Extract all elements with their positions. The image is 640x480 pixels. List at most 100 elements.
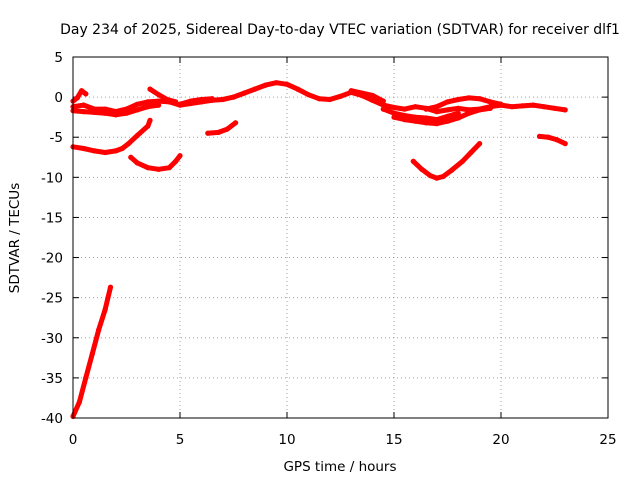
data-point xyxy=(380,106,386,112)
data-point xyxy=(79,88,85,94)
x-tick-label: 25 xyxy=(599,432,616,448)
data-point xyxy=(177,153,183,159)
data-point xyxy=(455,110,461,116)
data-point xyxy=(145,123,151,129)
data-point xyxy=(145,165,151,171)
series-line xyxy=(537,133,568,147)
data-point xyxy=(230,94,237,100)
data-point xyxy=(83,375,89,381)
data-point xyxy=(466,95,472,101)
data-point xyxy=(551,105,558,111)
series-arc-3 xyxy=(147,86,179,105)
data-series xyxy=(70,80,568,419)
data-point xyxy=(412,118,418,124)
data-point xyxy=(391,110,397,116)
y-tick-label: -20 xyxy=(41,251,63,267)
data-point xyxy=(554,137,560,143)
data-point xyxy=(295,86,301,92)
data-point xyxy=(468,149,474,156)
data-point xyxy=(166,165,172,171)
series-arc-11 xyxy=(128,153,183,172)
data-point xyxy=(102,106,108,112)
data-point xyxy=(434,109,440,115)
data-point xyxy=(156,166,162,172)
data-point xyxy=(224,126,230,132)
chart-title: Day 234 of 2025, Sidereal Day-to-day VTE… xyxy=(60,22,620,38)
x-axis-label: GPS time / hours xyxy=(283,459,396,475)
data-point xyxy=(348,88,354,94)
data-point xyxy=(444,107,451,113)
series-arc-12 xyxy=(205,120,239,136)
data-point xyxy=(81,109,87,115)
data-point xyxy=(359,90,365,96)
data-point xyxy=(128,154,134,160)
series-line xyxy=(147,86,179,105)
data-point xyxy=(455,105,461,111)
data-point xyxy=(147,117,153,123)
y-tick-label: -40 xyxy=(41,411,63,427)
data-point xyxy=(455,115,461,121)
series-arc-2 xyxy=(70,88,89,104)
tick-labels: 0 5 10 15 20 25 5 0 -5 -10 -15 -20 -25 -30 -35 -40 xyxy=(41,50,617,448)
data-point xyxy=(434,121,440,127)
data-point xyxy=(444,118,451,124)
data-point xyxy=(423,115,429,121)
series-arc-4 xyxy=(177,96,215,107)
data-point xyxy=(391,114,397,120)
data-point xyxy=(541,104,547,110)
data-point xyxy=(536,133,543,139)
data-point xyxy=(423,106,429,112)
data-point xyxy=(173,99,179,105)
y-tick-label: -25 xyxy=(41,291,63,307)
data-point xyxy=(562,141,568,147)
data-point xyxy=(173,158,179,164)
data-point xyxy=(434,175,440,181)
data-point xyxy=(81,145,87,152)
y-tick-label: -10 xyxy=(41,170,63,186)
data-point xyxy=(76,399,82,405)
data-point xyxy=(434,104,440,110)
x-tick-label: 0 xyxy=(69,432,78,448)
data-point xyxy=(327,96,333,103)
data-point xyxy=(113,112,119,118)
data-point xyxy=(209,96,215,102)
series-line xyxy=(70,117,153,155)
y-tick-label: -30 xyxy=(41,331,63,347)
data-point xyxy=(284,81,290,87)
data-point xyxy=(205,130,211,136)
data-point xyxy=(102,307,108,313)
data-point xyxy=(81,102,87,108)
data-point xyxy=(477,96,483,102)
series-arc-9 xyxy=(70,102,162,118)
series-arc-7 xyxy=(391,105,493,127)
data-point xyxy=(263,82,269,88)
series-arc-13 xyxy=(410,141,483,181)
data-point xyxy=(89,351,95,357)
data-point xyxy=(562,107,568,113)
data-point xyxy=(74,95,80,101)
y-tick-label: 5 xyxy=(54,50,63,66)
data-point xyxy=(177,101,183,107)
data-point xyxy=(164,96,170,103)
data-point xyxy=(380,98,386,104)
data-point xyxy=(466,110,472,116)
data-point xyxy=(410,158,416,164)
data-point xyxy=(134,133,140,139)
data-point xyxy=(241,90,247,96)
series-line xyxy=(205,120,239,136)
data-point xyxy=(145,104,151,110)
data-point xyxy=(459,158,466,164)
data-point xyxy=(96,327,102,333)
y-tick-label: -15 xyxy=(41,210,63,226)
series-arc-10 xyxy=(70,117,153,156)
data-point xyxy=(156,98,162,104)
series-arc-8 xyxy=(423,95,504,112)
data-point xyxy=(273,80,279,86)
data-point xyxy=(91,109,97,115)
data-point xyxy=(134,107,140,113)
data-point xyxy=(102,110,108,116)
data-point xyxy=(220,96,226,103)
data-point xyxy=(123,110,130,116)
